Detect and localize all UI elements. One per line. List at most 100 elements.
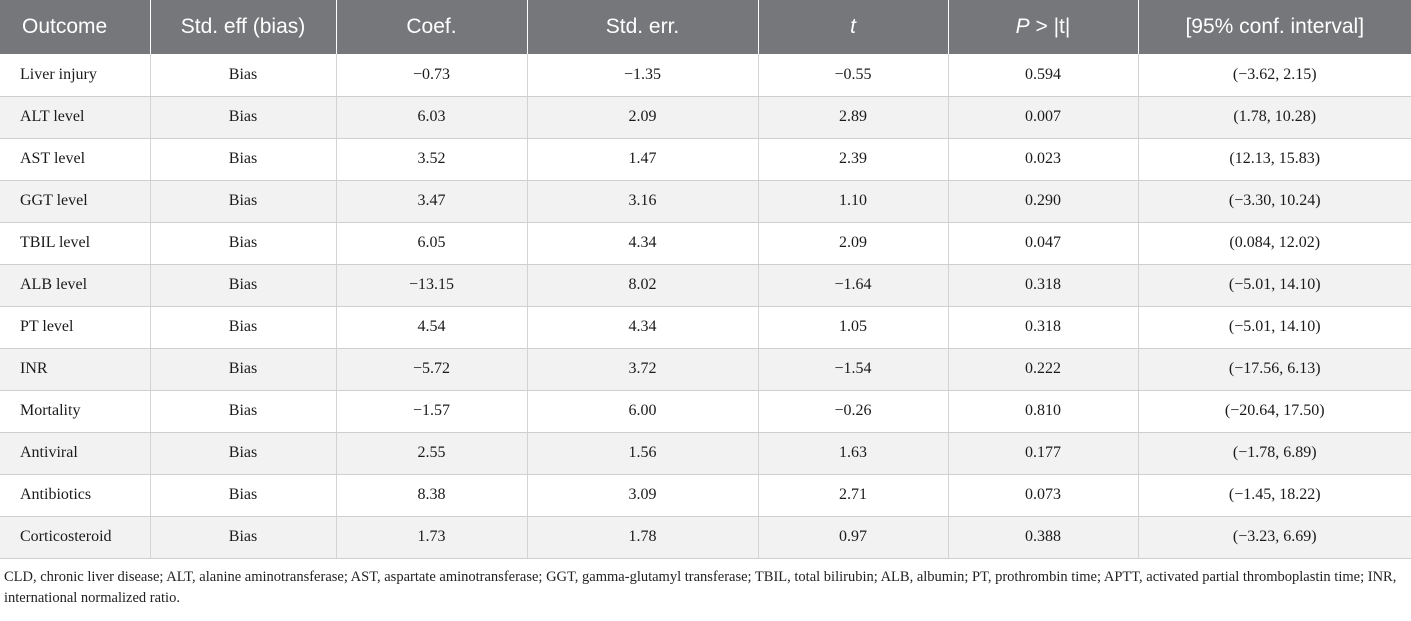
cell-p: 0.007 <box>948 96 1139 139</box>
table-row: PT level Bias 4.54 4.34 1.05 0.318 (−5.01, 14.… <box>0 306 1411 349</box>
cell-std-eff: Bias <box>150 222 337 265</box>
cell-coef: −0.73 <box>336 54 528 97</box>
table-row: TBIL level Bias 6.05 4.34 2.09 0.047 (0.084, 1… <box>0 222 1411 265</box>
cell-ci: (−3.30, 10.24) <box>1138 180 1411 223</box>
cell-std-err: 4.34 <box>527 222 759 265</box>
cell-coef: −1.57 <box>336 390 528 433</box>
cell-coef: 6.05 <box>336 222 528 265</box>
header-outcome: Outcome <box>0 0 151 54</box>
header-p: P > |t| <box>948 0 1139 54</box>
cell-std-err: 3.16 <box>527 180 759 223</box>
cell-std-err: 1.78 <box>527 516 759 559</box>
table-row: Corticosteroid Bias 1.73 1.78 0.97 0.388 (−3.2… <box>0 516 1411 559</box>
cell-std-eff: Bias <box>150 474 337 517</box>
cell-std-err: 2.09 <box>527 96 759 139</box>
cell-outcome: GGT level <box>0 180 151 223</box>
cell-std-eff: Bias <box>150 516 337 559</box>
cell-p: 0.290 <box>948 180 1139 223</box>
cell-ci: (−5.01, 14.10) <box>1138 264 1411 307</box>
cell-outcome: TBIL level <box>0 222 151 265</box>
cell-outcome: Antiviral <box>0 432 151 475</box>
cell-p: 0.023 <box>948 138 1139 181</box>
cell-ci: (−20.64, 17.50) <box>1138 390 1411 433</box>
header-coef: Coef. <box>336 0 528 54</box>
table-row: GGT level Bias 3.47 3.16 1.10 0.290 (−3.30, 10… <box>0 180 1411 223</box>
table-row: Mortality Bias −1.57 6.00 −0.26 0.810 (−20.64,… <box>0 390 1411 433</box>
cell-t: 2.09 <box>758 222 949 265</box>
table-row: ALT level Bias 6.03 2.09 2.89 0.007 (1.78, 10.… <box>0 96 1411 139</box>
cell-coef: 2.55 <box>336 432 528 475</box>
cell-std-err: −1.35 <box>527 54 759 97</box>
cell-p: 0.073 <box>948 474 1139 517</box>
cell-std-eff: Bias <box>150 390 337 433</box>
cell-std-err: 6.00 <box>527 390 759 433</box>
cell-std-eff: Bias <box>150 54 337 97</box>
cell-std-eff: Bias <box>150 138 337 181</box>
cell-t: −0.55 <box>758 54 949 97</box>
cell-ci: (1.78, 10.28) <box>1138 96 1411 139</box>
cell-std-err: 4.34 <box>527 306 759 349</box>
table-row: ALB level Bias −13.15 8.02 −1.64 0.318 (−5.01,… <box>0 264 1411 307</box>
table-header: Outcome Std. eff (bias) Coef. Std. err. … <box>0 0 1411 54</box>
cell-p: 0.594 <box>948 54 1139 97</box>
cell-ci: (−3.62, 2.15) <box>1138 54 1411 97</box>
cell-ci: (−3.23, 6.69) <box>1138 516 1411 559</box>
cell-outcome: AST level <box>0 138 151 181</box>
cell-coef: 1.73 <box>336 516 528 559</box>
cell-std-eff: Bias <box>150 306 337 349</box>
regression-table: Outcome Std. eff (bias) Coef. Std. err. … <box>0 0 1411 559</box>
cell-t: 1.63 <box>758 432 949 475</box>
table-body: Liver injury Bias −0.73 −1.35 −0.55 0.594 (−3.… <box>0 54 1411 559</box>
cell-std-eff: Bias <box>150 180 337 223</box>
cell-ci: (−1.78, 6.89) <box>1138 432 1411 475</box>
cell-t: 1.10 <box>758 180 949 223</box>
cell-outcome: INR <box>0 348 151 391</box>
cell-p: 0.047 <box>948 222 1139 265</box>
cell-std-eff: Bias <box>150 96 337 139</box>
header-ci: [95% conf. interval] <box>1138 0 1411 54</box>
cell-outcome: PT level <box>0 306 151 349</box>
cell-t: −0.26 <box>758 390 949 433</box>
cell-p: 0.388 <box>948 516 1139 559</box>
table-row: Antibiotics Bias 8.38 3.09 2.71 0.073 (−1.45, … <box>0 474 1411 517</box>
cell-outcome: ALT level <box>0 96 151 139</box>
cell-p: 0.177 <box>948 432 1139 475</box>
cell-coef: −13.15 <box>336 264 528 307</box>
cell-t: 1.05 <box>758 306 949 349</box>
cell-std-eff: Bias <box>150 348 337 391</box>
cell-ci: (12.13, 15.83) <box>1138 138 1411 181</box>
cell-std-err: 8.02 <box>527 264 759 307</box>
table-footnote: CLD, chronic liver disease; ALT, alanine… <box>4 568 1397 606</box>
header-std-eff: Std. eff (bias) <box>150 0 337 54</box>
cell-outcome: Antibiotics <box>0 474 151 517</box>
cell-ci: (−5.01, 14.10) <box>1138 306 1411 349</box>
cell-t: 0.97 <box>758 516 949 559</box>
header-p-suffix: > |t| <box>1029 15 1071 38</box>
cell-coef: −5.72 <box>336 348 528 391</box>
cell-std-eff: Bias <box>150 264 337 307</box>
cell-outcome: ALB level <box>0 264 151 307</box>
cell-std-err: 3.72 <box>527 348 759 391</box>
cell-outcome: Liver injury <box>0 54 151 97</box>
cell-p: 0.810 <box>948 390 1139 433</box>
cell-p: 0.318 <box>948 306 1139 349</box>
cell-ci: (0.084, 12.02) <box>1138 222 1411 265</box>
cell-coef: 4.54 <box>336 306 528 349</box>
header-row: Outcome Std. eff (bias) Coef. Std. err. … <box>0 0 1411 54</box>
cell-outcome: Corticosteroid <box>0 516 151 559</box>
cell-outcome: Mortality <box>0 390 151 433</box>
cell-t: −1.64 <box>758 264 949 307</box>
table-row: Liver injury Bias −0.73 −1.35 −0.55 0.594 (−3.… <box>0 54 1411 97</box>
cell-std-err: 3.09 <box>527 474 759 517</box>
cell-std-err: 1.47 <box>527 138 759 181</box>
table-row: AST level Bias 3.52 1.47 2.39 0.023 (12.13, 15… <box>0 138 1411 181</box>
cell-coef: 6.03 <box>336 96 528 139</box>
header-t: t <box>758 0 949 54</box>
cell-ci: (−1.45, 18.22) <box>1138 474 1411 517</box>
table-row: INR Bias −5.72 3.72 −1.54 0.222 (−17.56, 6.13) <box>0 348 1411 391</box>
cell-coef: 3.52 <box>336 138 528 181</box>
cell-ci: (−17.56, 6.13) <box>1138 348 1411 391</box>
cell-t: 2.71 <box>758 474 949 517</box>
cell-std-eff: Bias <box>150 432 337 475</box>
